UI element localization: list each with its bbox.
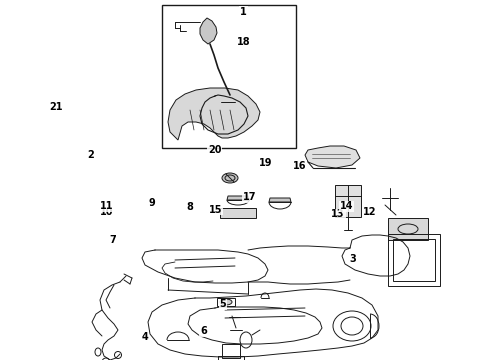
Polygon shape [227, 196, 249, 200]
Bar [220, 208, 256, 218]
Text: 14: 14 [340, 201, 354, 211]
Polygon shape [269, 198, 291, 202]
Polygon shape [200, 18, 217, 44]
Ellipse shape [220, 299, 232, 305]
Text: 8: 8 [187, 202, 194, 212]
Text: 18: 18 [237, 37, 250, 48]
Text: 13: 13 [331, 209, 345, 219]
Text: 11: 11 [100, 201, 114, 211]
Text: 17: 17 [243, 192, 257, 202]
Bar [393, 239, 435, 281]
Bar [218, 356, 244, 360]
Text: 12: 12 [363, 207, 377, 217]
Bar [335, 185, 361, 217]
Bar [388, 234, 440, 286]
Bar [388, 218, 428, 240]
Text: 7: 7 [109, 235, 116, 246]
Text: 19: 19 [259, 158, 273, 168]
Ellipse shape [222, 173, 238, 183]
Text: 10: 10 [100, 207, 114, 217]
Text: 2: 2 [87, 150, 94, 160]
Polygon shape [305, 146, 360, 168]
Text: 15: 15 [209, 204, 222, 215]
Text: 16: 16 [293, 161, 307, 171]
Text: 5: 5 [220, 299, 226, 309]
Text: 9: 9 [148, 198, 155, 208]
Text: 3: 3 [349, 254, 356, 264]
Text: 20: 20 [208, 145, 221, 156]
Text: 4: 4 [141, 332, 148, 342]
Text: 6: 6 [200, 326, 207, 336]
Bar [222, 344, 240, 358]
Bar [217, 298, 235, 306]
Text: 21: 21 [49, 102, 63, 112]
Polygon shape [168, 88, 260, 140]
Bar [162, 5, 296, 148]
Text: 1: 1 [240, 6, 247, 17]
